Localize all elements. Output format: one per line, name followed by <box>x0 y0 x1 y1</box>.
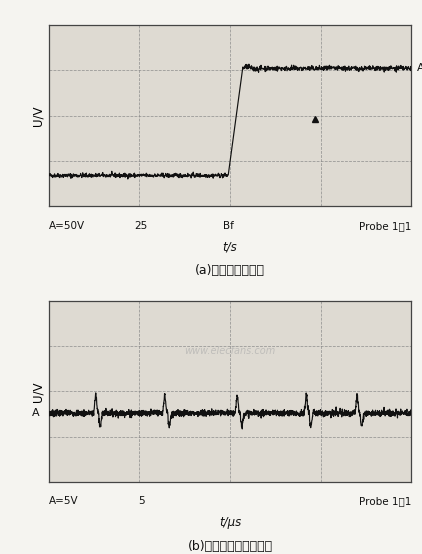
Text: (b)电压波形局部放大图: (b)电压波形局部放大图 <box>187 540 273 553</box>
Text: A=50V: A=50V <box>49 221 85 231</box>
Y-axis label: U/V: U/V <box>31 381 44 402</box>
Text: 5: 5 <box>138 496 144 506</box>
Text: www.elecfans.com: www.elecfans.com <box>184 346 276 356</box>
Text: A=5V: A=5V <box>49 496 78 506</box>
Text: A: A <box>417 64 422 74</box>
Text: t/μs: t/μs <box>219 516 241 530</box>
Text: A: A <box>32 408 40 418</box>
Text: (a)输出电压响应图: (a)输出电压响应图 <box>195 264 265 278</box>
Text: t/s: t/s <box>223 241 237 254</box>
Text: Probe 1：1: Probe 1：1 <box>359 496 411 506</box>
Text: Bf: Bf <box>223 221 234 231</box>
Text: Probe 1：1: Probe 1：1 <box>359 221 411 231</box>
Y-axis label: U/V: U/V <box>31 105 44 126</box>
Text: 25: 25 <box>135 221 148 231</box>
